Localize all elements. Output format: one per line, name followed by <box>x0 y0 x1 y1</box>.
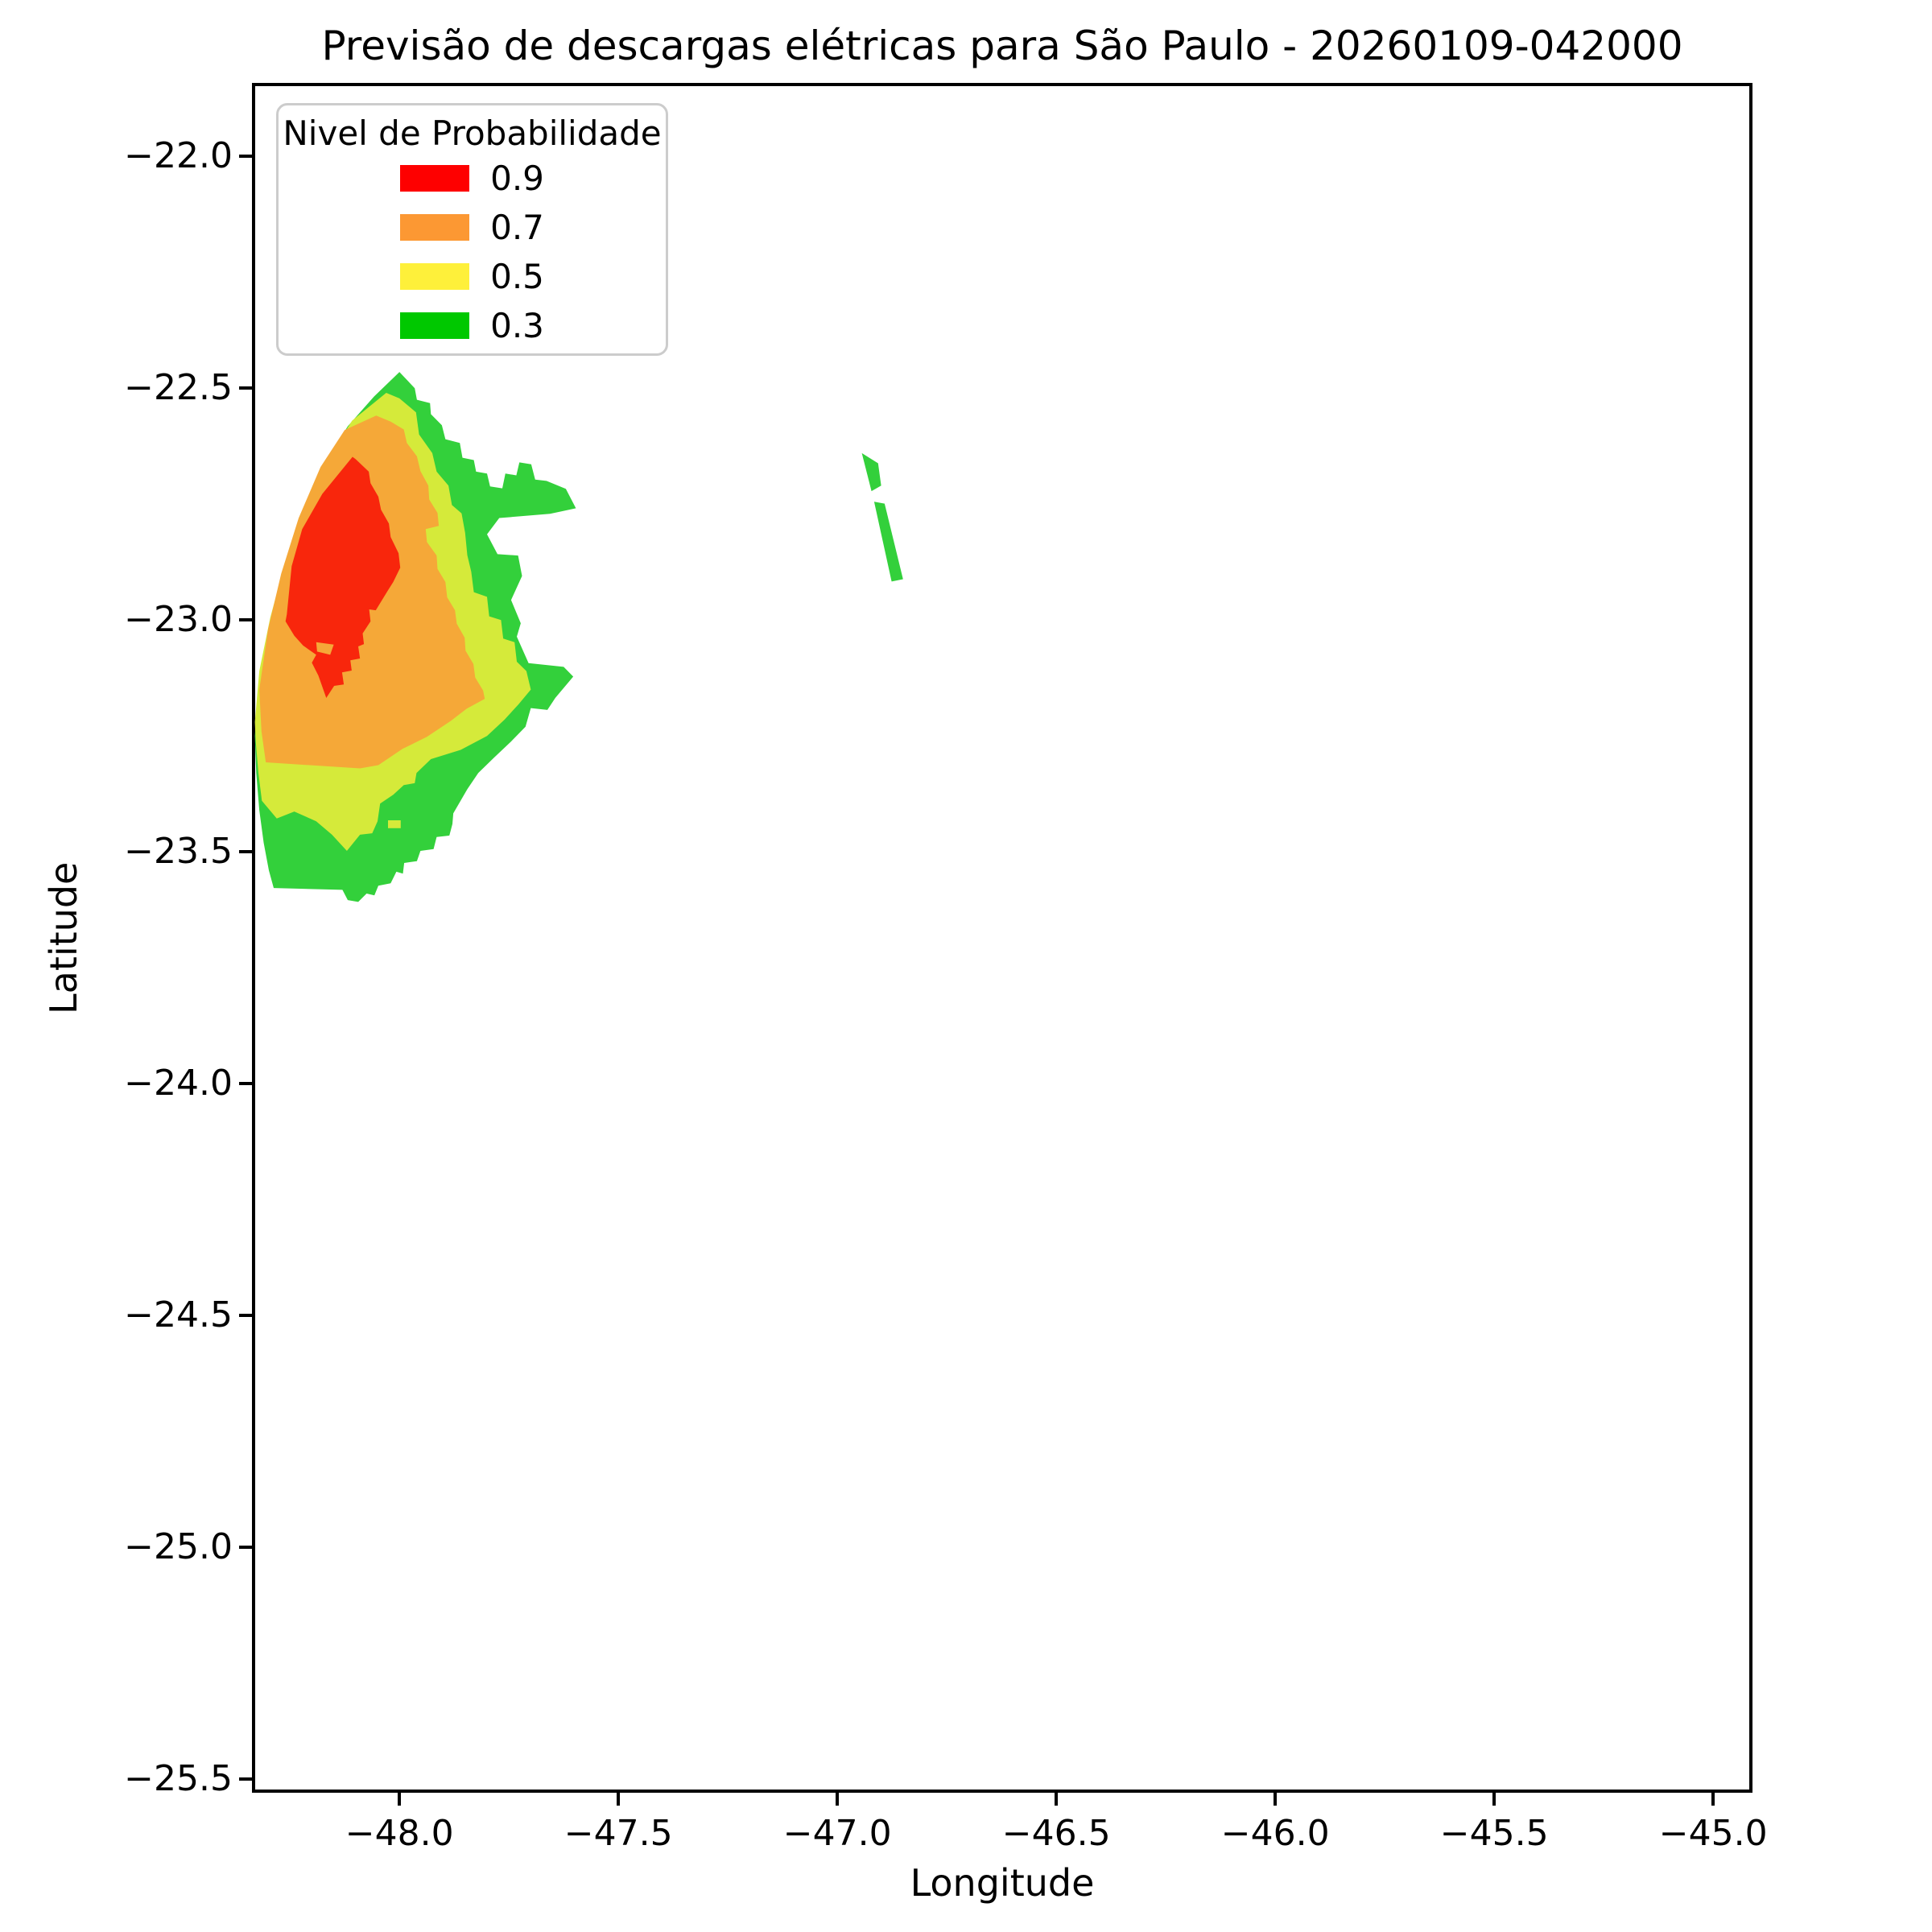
region-p05-patch-b <box>388 820 401 828</box>
y-tick-label: −24.5 <box>124 1294 233 1336</box>
chart-title: Previsão de descargas elétricas para São… <box>321 23 1683 69</box>
x-tick-label: −47.5 <box>564 1813 673 1854</box>
region-p03-sliver-a <box>861 452 881 492</box>
x-tick-mark <box>1274 1793 1278 1806</box>
y-tick-mark <box>239 155 252 159</box>
legend-entry-label: 0.5 <box>490 257 544 296</box>
x-axis-label: Longitude <box>910 1861 1095 1905</box>
plot-border <box>252 83 1752 1793</box>
legend-entry: 0.3 <box>400 301 544 350</box>
legend-swatch <box>400 214 470 241</box>
legend-entry: 0.7 <box>400 203 544 252</box>
region-p07-notch <box>316 642 334 655</box>
x-tick-mark <box>398 1793 402 1806</box>
y-tick-label: −24.0 <box>124 1063 233 1104</box>
y-tick-label: −23.0 <box>124 599 233 641</box>
y-tick-mark <box>239 1546 252 1550</box>
legend-entry-label: 0.9 <box>490 159 544 198</box>
legend-swatch <box>400 263 470 290</box>
y-tick-label: −22.0 <box>124 135 233 177</box>
legend-entry: 0.5 <box>400 252 544 301</box>
x-tick-label: −45.5 <box>1439 1813 1549 1854</box>
x-tick-label: −46.0 <box>1220 1813 1330 1854</box>
region-p03-sliver-b <box>873 502 903 582</box>
x-tick-mark <box>836 1793 840 1806</box>
y-tick-mark <box>239 1314 252 1318</box>
x-tick-mark <box>1711 1793 1715 1806</box>
x-tick-mark <box>1055 1793 1059 1806</box>
y-tick-label: −22.5 <box>124 367 233 409</box>
legend-entry-label: 0.7 <box>490 208 544 247</box>
x-tick-label: −48.0 <box>345 1813 454 1854</box>
region-p09-main <box>285 456 401 698</box>
legend-swatch <box>400 165 470 192</box>
legend-items: 0.9 0.7 0.5 0.3 <box>400 154 544 350</box>
contour-map <box>254 372 903 902</box>
legend-swatch <box>400 312 470 339</box>
x-tick-label: −45.0 <box>1658 1813 1768 1854</box>
x-tick-label: −47.0 <box>782 1813 892 1854</box>
y-tick-label: −25.0 <box>124 1526 233 1568</box>
y-tick-mark <box>239 618 252 622</box>
x-tick-mark <box>617 1793 621 1806</box>
legend-entry: 0.9 <box>400 154 544 203</box>
y-tick-mark <box>239 850 252 854</box>
y-tick-mark <box>239 1082 252 1086</box>
x-tick-label: −46.5 <box>1001 1813 1111 1854</box>
legend-entry-label: 0.3 <box>490 306 544 345</box>
y-tick-mark <box>239 1777 252 1781</box>
x-tick-mark <box>1492 1793 1496 1806</box>
legend-title: Nivel de Probabilidade <box>283 114 662 153</box>
y-axis-label: Latitude <box>42 861 85 1014</box>
region-p05-patch-a <box>503 668 516 676</box>
legend: Nivel de Probabilidade 0.9 0.7 0.5 0.3 <box>276 103 668 356</box>
y-tick-label: −25.5 <box>124 1758 233 1800</box>
y-tick-mark <box>239 386 252 390</box>
y-tick-label: −23.5 <box>124 831 233 873</box>
